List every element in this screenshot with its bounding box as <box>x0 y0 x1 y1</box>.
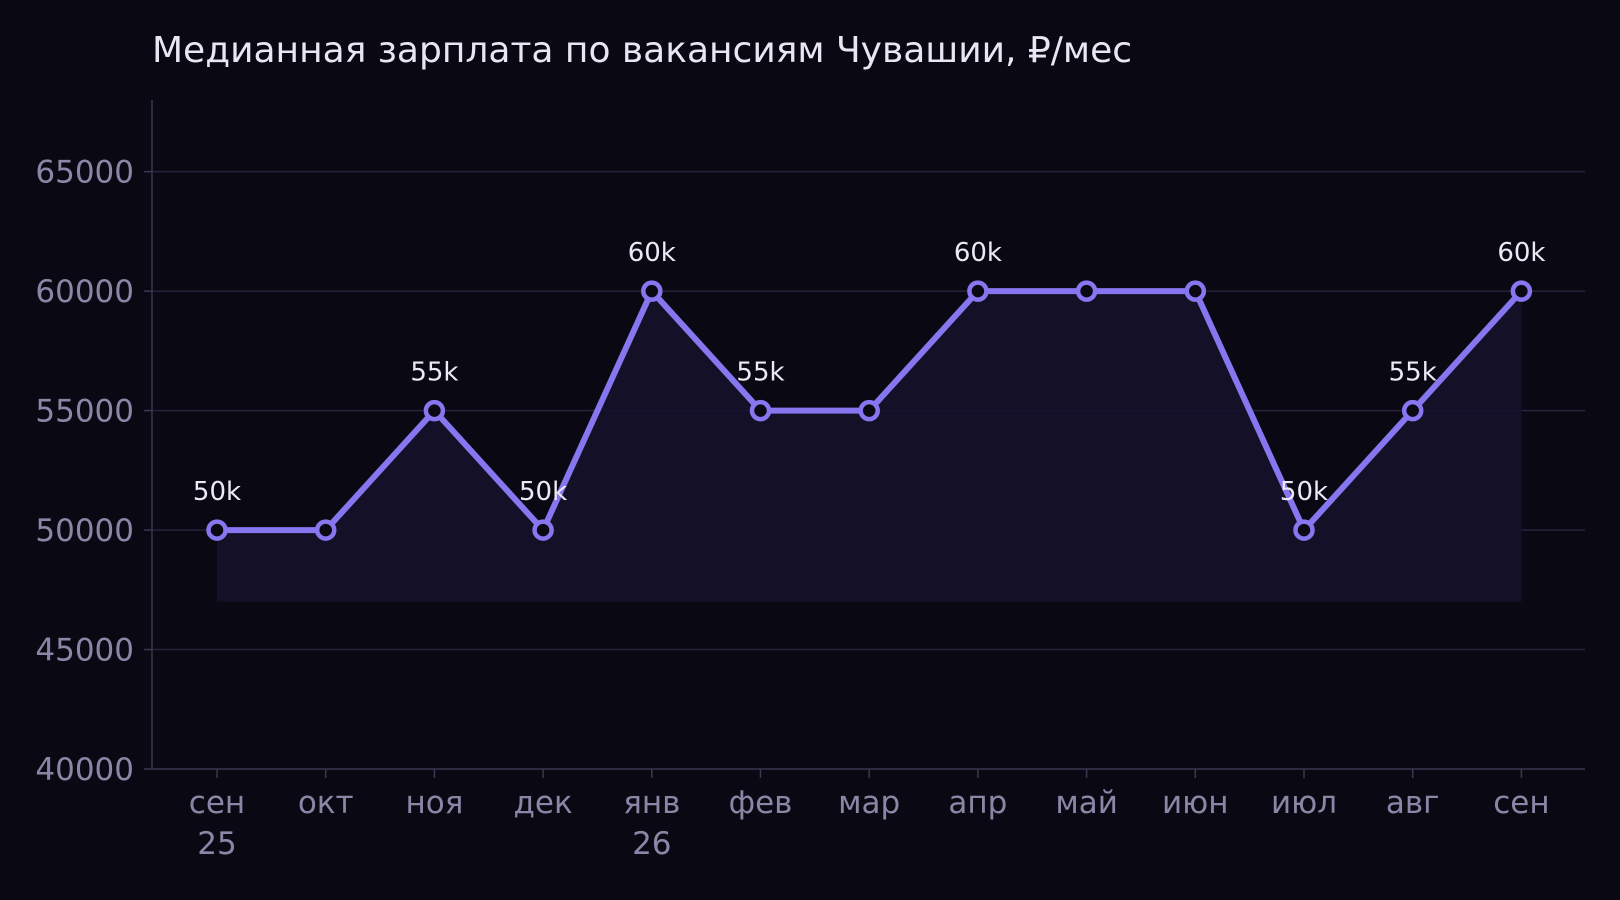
data-point <box>1075 280 1098 302</box>
x-tick-label: фев <box>729 785 793 821</box>
data-label: 55k <box>736 358 784 388</box>
x-tick-label: май <box>1055 785 1118 821</box>
x-tick-label: янв <box>623 785 680 821</box>
data-label: 55k <box>410 358 458 388</box>
y-tick-label: 45000 <box>35 633 134 669</box>
area-fill <box>217 291 1522 602</box>
x-tick-label: авг <box>1386 785 1440 821</box>
chart-title: Медианная зарплата по вакансиям Чувашии,… <box>152 30 1132 71</box>
x-tick-label: сен <box>189 785 245 821</box>
data-label: 60k <box>1497 238 1545 268</box>
y-tick-label: 65000 <box>35 155 134 191</box>
area-under-line <box>217 291 1522 602</box>
data-label: 50k <box>519 477 567 507</box>
x-tick-label: дек <box>513 785 572 821</box>
data-point <box>1184 280 1207 302</box>
y-tick-label: 40000 <box>35 752 134 788</box>
data-point <box>423 399 446 422</box>
data-point <box>206 519 228 541</box>
data-point <box>1510 280 1533 302</box>
x-tick-label: 26 <box>632 826 671 862</box>
data-point <box>641 280 663 302</box>
data-label: 60k <box>954 238 1002 268</box>
y-axis-ticks: 40000 45000 50000 55000 60000 65000 <box>35 155 152 788</box>
x-tick-label: июл <box>1271 785 1337 821</box>
y-tick-label: 50000 <box>35 513 134 549</box>
x-tick-label: ноя <box>405 785 463 821</box>
y-tick-label: 55000 <box>35 394 134 430</box>
x-tick-label: окт <box>298 785 354 821</box>
data-label: 60k <box>628 238 676 268</box>
data-point <box>967 280 989 302</box>
data-markers <box>206 280 1533 541</box>
data-labels: 50k 55k 50k 60k 55k 60k 50k 55k 60k <box>193 238 1546 507</box>
x-tick-label: июн <box>1162 785 1229 821</box>
data-point <box>314 519 337 541</box>
data-label: 50k <box>1280 477 1328 507</box>
data-label: 55k <box>1389 358 1437 388</box>
data-point <box>858 399 880 422</box>
x-axis-ticks: сен 25 окт ноя дек янв 26 фев мар апр май июн июл авг… <box>189 769 1550 862</box>
x-tick-label: 25 <box>197 826 236 862</box>
data-point <box>532 519 554 541</box>
x-tick-label: сен <box>1493 785 1549 821</box>
data-point <box>749 399 772 422</box>
data-point <box>1401 399 1424 422</box>
y-tick-label: 60000 <box>35 274 134 310</box>
x-tick-label: апр <box>948 785 1007 821</box>
x-tick-label: мар <box>838 785 900 821</box>
data-point <box>1293 519 1315 541</box>
data-label: 50k <box>193 477 241 507</box>
